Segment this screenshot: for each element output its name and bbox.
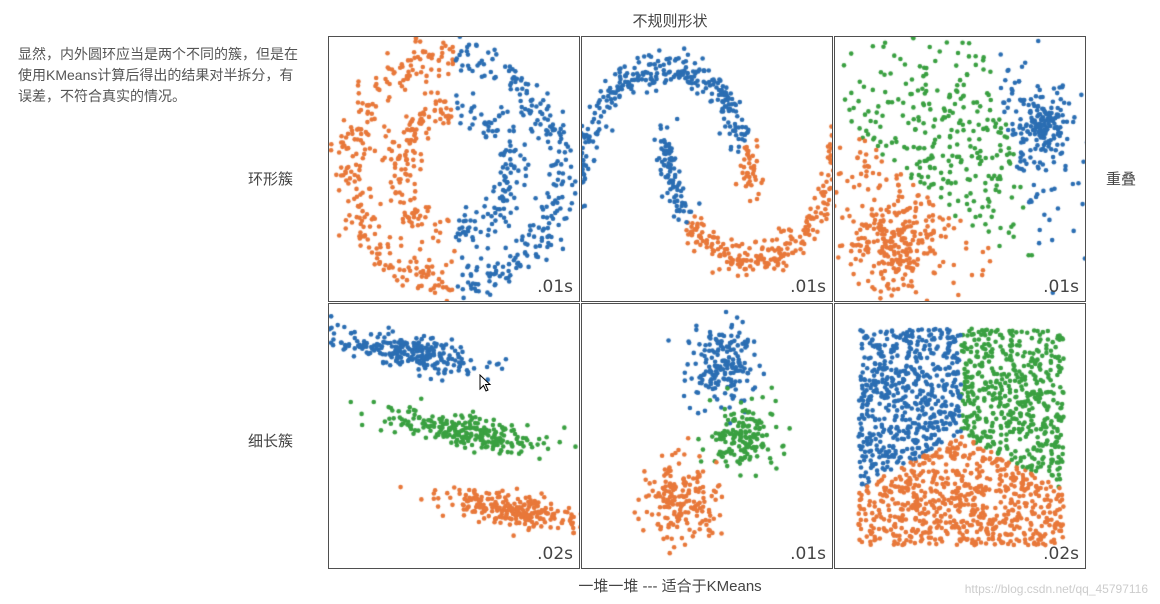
row-label-2: 细长簇 <box>248 430 293 451</box>
annotation-text: 显然，内外圆环应当是两个不同的簇，但是在使用KMeans计算后得出的结果对半拆分… <box>18 44 298 107</box>
time-label-5: .02s <box>1043 544 1079 564</box>
bottom-caption: 一堆一堆 --- 适合于KMeans <box>578 575 761 596</box>
time-label-0: .01s <box>537 277 573 297</box>
panel-blobs3: .01s <box>581 303 833 569</box>
time-label-1: .01s <box>790 277 826 297</box>
time-label-2: .01s <box>1043 277 1079 297</box>
panel-blobs-varied: .01s <box>834 36 1086 302</box>
watermark: https://blog.csdn.net/qq_45797116 <box>965 582 1148 596</box>
mouse-cursor-icon <box>479 374 493 392</box>
panel-circles: .01s <box>328 36 580 302</box>
canvas-4 <box>582 304 833 569</box>
chart-grid: .01s .01s .01s .02s .01s .02s <box>328 36 1088 569</box>
panel-uniform: .02s <box>834 303 1086 569</box>
right-label: 重叠 <box>1106 168 1136 189</box>
canvas-3 <box>329 304 580 569</box>
canvas-5 <box>835 304 1086 569</box>
canvas-2 <box>835 37 1086 302</box>
panel-moons: .01s <box>581 36 833 302</box>
time-label-3: .02s <box>537 544 573 564</box>
canvas-1 <box>582 37 833 302</box>
time-label-4: .01s <box>790 544 826 564</box>
row-label-1: 环形簇 <box>248 168 293 189</box>
canvas-0 <box>329 37 580 302</box>
figure-title: 不规则形状 <box>632 10 707 31</box>
panel-aniso: .02s <box>328 303 580 569</box>
